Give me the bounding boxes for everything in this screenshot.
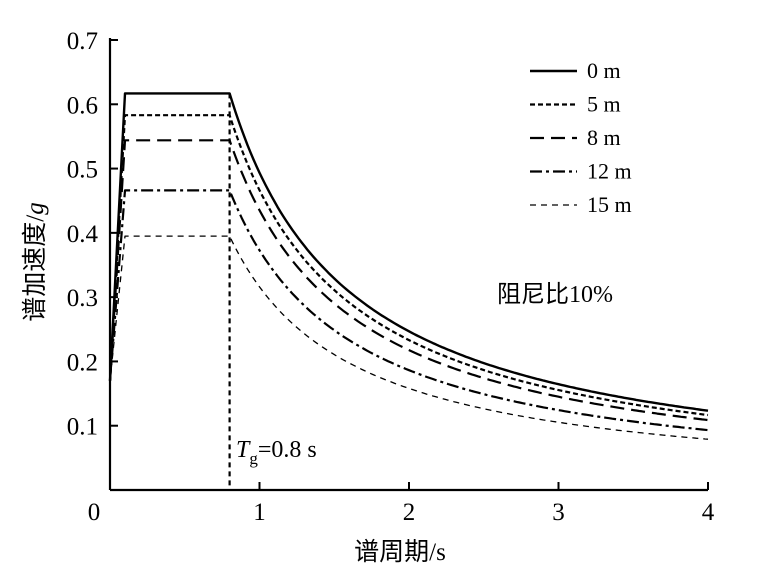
y-tick-label: 0.2 — [67, 349, 98, 376]
tg-value: =0.8 s — [258, 437, 317, 463]
x-tick-label: 0 — [88, 499, 101, 526]
x-axis-label: 谱周期/s — [354, 538, 446, 566]
tg-subscript: g — [249, 449, 258, 468]
legend-label-5: 15 m — [587, 192, 632, 217]
legend-label-3: 8 m — [587, 125, 621, 150]
y-tick-label: 0.7 — [67, 28, 98, 55]
series-line-1 — [108, 92, 709, 412]
x-tick-label: 2 — [403, 499, 416, 526]
x-tick-label: 4 — [702, 499, 715, 526]
legend-label-4: 12 m — [587, 159, 632, 184]
series-line-2 — [108, 114, 709, 417]
legend-label-2: 5 m — [587, 92, 621, 117]
y-axis-label-text: 谱加速度/ — [21, 215, 49, 322]
x-tick-label: 1 — [253, 499, 266, 526]
series-line-4 — [108, 189, 709, 432]
plot-lines — [108, 92, 709, 440]
y-axis-label: 谱加速度/g — [21, 202, 49, 321]
y-axis-label-unit: g — [22, 202, 49, 215]
y-tick-label: 0.3 — [67, 285, 98, 312]
legend: 0 m 5 m 8 m 12 m 15 m — [530, 58, 632, 217]
tg-symbol: T — [236, 437, 251, 463]
y-tick-label: 0.4 — [67, 221, 99, 248]
damping-annotation: 阻尼比10% — [497, 281, 613, 308]
axes — [108, 38, 709, 492]
tg-annotation: Tg=0.8 s — [236, 437, 317, 468]
y-tick-label: 0.6 — [67, 92, 98, 119]
series-line-5 — [109, 235, 709, 440]
legend-label-1: 0 m — [587, 58, 621, 83]
y-tick-label: 0.5 — [67, 157, 98, 184]
tick-labels: 0.1 0.2 0.3 0.4 0.5 0.6 0.7 0 1 2 3 4 — [67, 28, 715, 526]
y-tick-label: 0.1 — [67, 414, 98, 441]
x-tick-label: 3 — [552, 499, 565, 526]
